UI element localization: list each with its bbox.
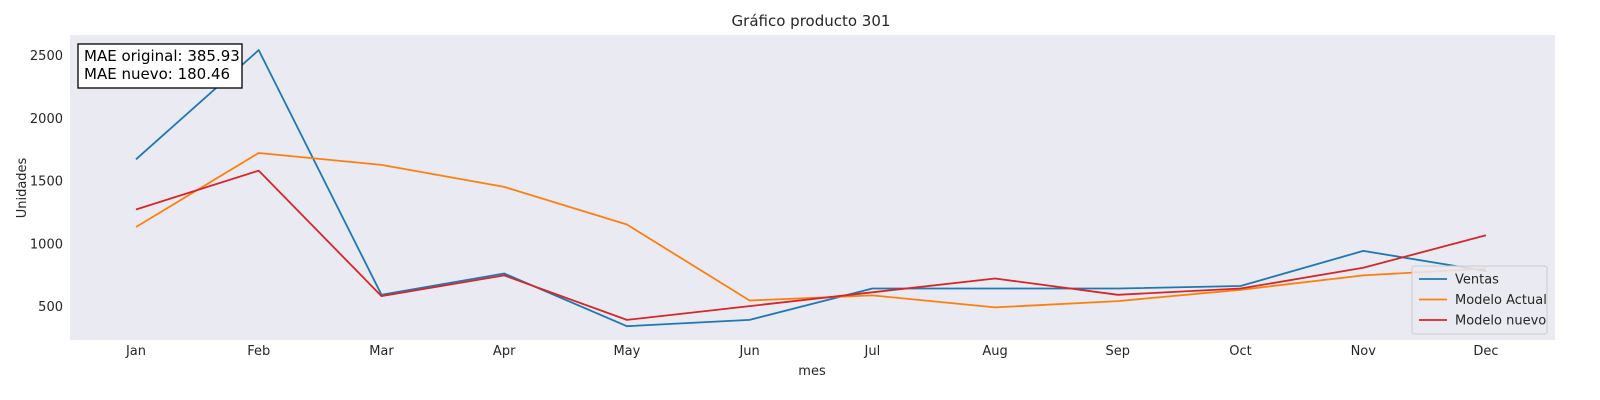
plot-area [70, 35, 1555, 340]
mae-nuevo-text: MAE nuevo: 180.46 [84, 65, 230, 83]
series-line [135, 152, 1487, 309]
x-tick-label: Apr [493, 344, 516, 359]
series-line [135, 169, 1487, 321]
series-lines [135, 49, 1487, 328]
mae-annotation-box [77, 43, 243, 89]
y-tick-label: 500 [38, 300, 63, 315]
x-tick-label: Nov [1351, 344, 1377, 359]
y-tick-label: 2000 [30, 112, 63, 127]
x-tick-label: Aug [982, 344, 1007, 359]
y-tick-label: 2500 [30, 49, 63, 64]
y-tick-labels: 500 1000 1500 2000 2500 [30, 49, 63, 315]
legend-box [1411, 265, 1548, 335]
y-axis-title: Unidades [15, 157, 30, 218]
x-tick-label: Sep [1106, 344, 1131, 359]
y-tick-label: 1000 [30, 237, 63, 252]
x-tick-label: Jan [125, 344, 146, 359]
chart-title: Gráfico producto 301 [732, 12, 891, 30]
x-tick-label: Mar [369, 344, 394, 359]
legend-entry: Modelo Actual [1455, 293, 1547, 308]
mae-annotation: MAE original: 385.93 MAE nuevo: 180.46 [77, 43, 243, 89]
mae-original-text: MAE original: 385.93 [84, 47, 240, 65]
x-tick-labels: Jan Feb Mar Apr May Jun Jul Aug Sep Oct Nov Dec [125, 344, 1499, 359]
x-tick-label: May [613, 344, 640, 359]
legend-entry: Modelo nuevo [1455, 314, 1546, 329]
series-line [135, 49, 1487, 328]
x-tick-label: Dec [1473, 344, 1498, 359]
legend: Ventas Modelo Actual Modelo nuevo [1411, 265, 1548, 335]
x-tick-label: Feb [247, 344, 270, 359]
y-tick-label: 1500 [30, 175, 63, 190]
x-tick-label: Jul [864, 344, 881, 359]
legend-entry: Ventas [1455, 273, 1499, 288]
x-tick-label: Oct [1229, 344, 1251, 359]
x-axis-title: mes [798, 364, 826, 379]
x-tick-label: Jun [738, 344, 759, 359]
